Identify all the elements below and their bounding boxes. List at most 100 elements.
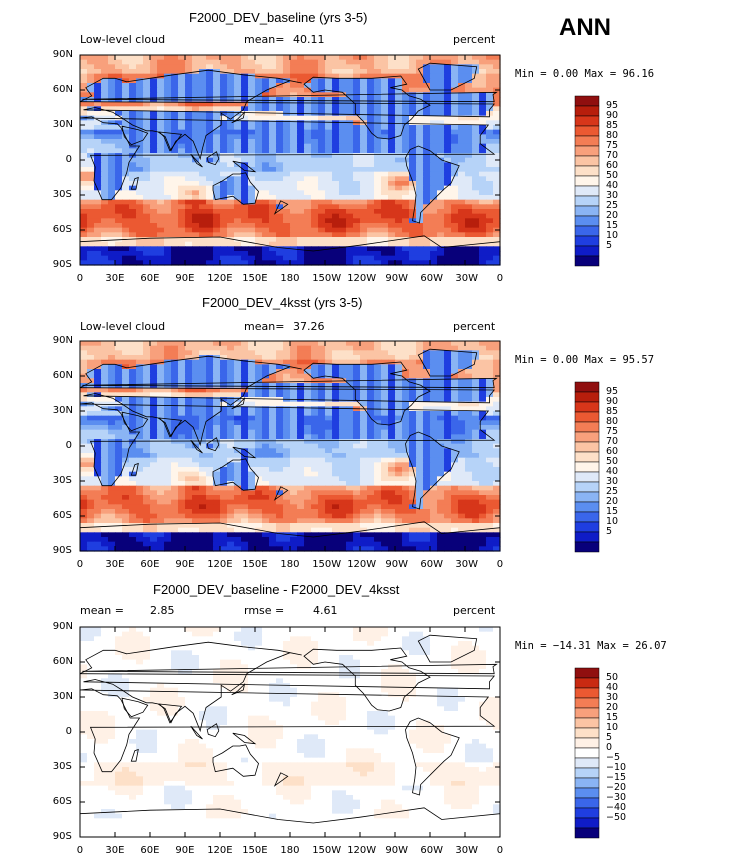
contour-cell [311,167,319,173]
contour-cell [437,55,445,61]
contour-cell [297,78,305,84]
contour-cell [248,64,256,70]
contour-cell [227,181,235,187]
contour-cell [290,481,298,487]
contour-cell [325,115,333,121]
contour-cell [157,148,165,154]
contour-cell [437,185,445,191]
contour-cell [479,504,487,510]
contour-cell [199,359,207,365]
contour-cell [150,260,158,266]
contour-cell [185,185,193,191]
contour-cell [87,157,95,163]
contour-cell [178,213,186,219]
contour-cell [423,457,431,463]
contour-cell [241,106,249,112]
contour-cell [192,190,200,196]
contour-cell [80,218,88,224]
contour-cell [360,481,368,487]
contour-cell [374,453,382,459]
contour-cell [220,83,228,89]
contour-cell [164,213,172,219]
contour-cell [318,153,326,159]
contour-cell [164,467,172,473]
contour-cell [451,359,459,365]
contour-cell [234,476,242,482]
contour-cell [444,364,452,370]
contour-cell [360,369,368,375]
contour-cell [150,341,158,347]
contour-cell [80,162,88,168]
contour-cell [304,153,312,159]
contour-cell [486,429,494,435]
contour-cell [381,341,389,347]
contour-cell [241,64,249,70]
contour-cell [339,448,347,454]
contour-cell [269,453,277,459]
contour-cell [444,260,452,266]
contour-cell [171,425,179,431]
contour-cell [297,369,305,375]
contour-cell [101,87,109,93]
contour-cell [437,143,445,149]
contour-cell [129,509,137,515]
contour-cell [213,83,221,89]
units-label: percent [453,604,496,617]
contour-cell [220,181,228,187]
contour-cell [332,425,340,431]
contour-cell [416,246,424,252]
contour-cell [143,204,151,210]
contour-cell [311,425,319,431]
contour-cell [129,260,137,266]
contour-cell [241,251,249,257]
contour-cell [241,246,249,252]
contour-cell [199,260,207,266]
contour-cell [409,387,417,393]
contour-cell [129,176,137,182]
contour-cell [150,387,158,393]
contour-cell [290,383,298,389]
contour-cell [185,415,193,421]
contour-cell [472,120,480,126]
contour-cell [178,439,186,445]
contour-cell [472,78,480,84]
contour-cell [493,204,501,210]
contour-cell [353,364,361,370]
contour-cell [276,223,284,229]
contour-cell [171,448,179,454]
contour-cell [199,387,207,393]
contour-cell [192,125,200,131]
contour-cell [178,139,186,145]
contour-cell [451,439,459,445]
contour-cell [108,92,116,98]
contour-cell [318,490,326,496]
contour-cell [353,83,361,89]
contour-cell [213,415,221,421]
contour-cell [178,448,186,454]
contour-cell [332,111,340,117]
contour-cell [409,411,417,417]
contour-cell [143,397,151,403]
contour-cell [332,499,340,505]
contour-cell [199,106,207,112]
contour-cell [304,148,312,154]
contour-cell [157,185,165,191]
contour-cell [129,397,137,403]
contour-cell [339,504,347,510]
contour-cell [409,359,417,365]
contour-cell [283,457,291,463]
contour-cell [185,471,193,477]
contour-cell [465,499,473,505]
contour-cell [381,462,389,468]
contour-cell [101,392,109,398]
contour-cell [381,420,389,426]
contour-cell [101,106,109,112]
contour-cell [318,171,326,177]
contour-cell [402,73,410,79]
contour-cell [339,129,347,135]
contour-cell [339,171,347,177]
contour-cell [367,411,375,417]
contour-cell [262,171,270,177]
contour-cell [164,457,172,463]
contour-cell [262,223,270,229]
